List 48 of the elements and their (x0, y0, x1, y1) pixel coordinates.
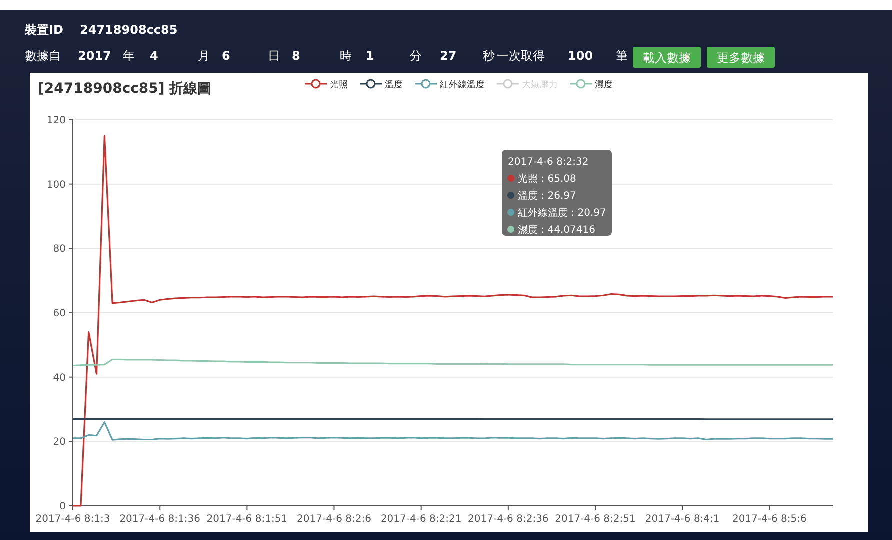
text: 分 (410, 49, 422, 63)
text: 1 (366, 49, 374, 63)
y-tick-label: 100 (46, 180, 66, 191)
y-tick-label: 120 (46, 116, 66, 126)
text: 100 (568, 49, 594, 63)
text: 載入數據 (643, 51, 691, 65)
line-series (72, 358, 834, 367)
annotation: 光照 : 65.08 (518, 173, 576, 185)
text: 裝置ID (24, 23, 64, 37)
text: 6 (222, 49, 230, 63)
text: 更多數據 (717, 51, 765, 65)
x-tick-label: 2017-4-6 8:2:51 (555, 514, 636, 525)
x-tick-label: 2017-4-6 8:2:21 (380, 514, 462, 525)
annotation: 溫度 : 26.97 (518, 190, 576, 202)
text: 月 (198, 49, 210, 63)
annotation: 2017-4-6 8:2:32 (508, 157, 589, 168)
y-tick-label: 0 (60, 502, 66, 512)
annotation: 濕度 : 44.07416 (518, 224, 596, 236)
text: 4 (150, 49, 158, 63)
text: 一次取得 (497, 49, 545, 63)
x-tick-label: 2017-4-6 8:1:36 (120, 514, 200, 525)
text: 數據自 (25, 49, 61, 63)
x-tick-label: 2017-4-6 8:2:36 (468, 514, 549, 525)
text: 秒 (483, 49, 495, 63)
text: 時 (340, 49, 352, 63)
text: 年 (123, 49, 135, 63)
chart-title: [24718908cc85] 折線圖 (38, 81, 212, 97)
x-tick-label: 2017-4-6 8:2:6 (297, 514, 372, 525)
text: 27 (440, 49, 457, 63)
text: 8 (292, 49, 300, 63)
x-tick-label: 2017-4-6 8:1:51 (206, 514, 288, 525)
annotation: 紅外線溫度 : 20.97 (518, 207, 606, 219)
text: 2017 (78, 49, 112, 63)
y-tick-label: 60 (53, 308, 66, 320)
y-tick-label: 80 (53, 244, 66, 256)
line-series (72, 422, 834, 441)
legend-label: 紅外線溫度 (440, 80, 485, 90)
y-tick-label: 40 (53, 372, 66, 384)
text: 筆 (616, 49, 628, 63)
text: 24718908cc85 (80, 23, 178, 37)
y-tick-label: 20 (53, 437, 66, 448)
x-tick-label: 2017-4-6 8:4:1 (645, 514, 720, 525)
legend-label: 溫度 (385, 80, 403, 90)
x-tick-label: 2017-4-6 8:5:6 (732, 514, 807, 525)
legend-label: 光照 (330, 80, 348, 90)
x-tick-label: 2017-4-6 8:1:3 (36, 514, 110, 525)
text: 日 (268, 49, 280, 63)
legend-label: 濕度 (595, 80, 613, 90)
